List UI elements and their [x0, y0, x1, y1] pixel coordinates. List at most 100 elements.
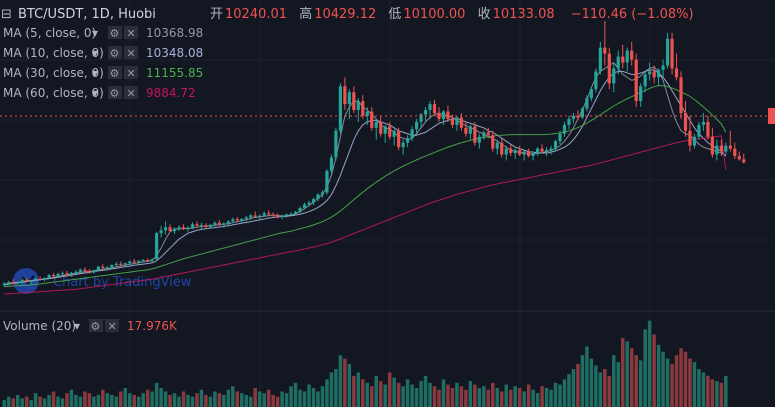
indicator-settings-button[interactable]: ⚙ [108, 66, 122, 80]
volume-bar [15, 394, 20, 407]
volume-bar [535, 393, 540, 407]
candle-body [432, 104, 437, 113]
volume-bar [724, 375, 728, 407]
candle-body [728, 145, 732, 149]
indicator-remove-button[interactable]: ✕ [124, 86, 138, 100]
indicator-dropdown-icon[interactable]: ▾ [92, 46, 98, 60]
indicator-remove-button[interactable]: ✕ [124, 46, 138, 60]
candle-body [549, 148, 553, 151]
close-icon: ✕ [127, 87, 136, 100]
candle-body [56, 273, 60, 277]
indicator-settings-button[interactable]: ⚙ [108, 86, 122, 100]
indicator-remove-button[interactable]: ✕ [124, 66, 138, 80]
indicator-dropdown-icon[interactable]: ▾ [92, 86, 98, 100]
candle [186, 226, 190, 232]
volume-bar [150, 391, 154, 407]
candle-body [455, 117, 459, 125]
candle [195, 221, 199, 228]
volume-bar [486, 389, 491, 407]
candle [47, 273, 51, 280]
candle [222, 222, 226, 228]
candle-body [495, 142, 499, 149]
volume-bar [441, 379, 446, 407]
close-icon: ✕ [108, 320, 117, 333]
candle-body [482, 132, 486, 137]
candle [74, 270, 78, 275]
candle-body [630, 50, 634, 60]
open-label: 开 [210, 7, 223, 22]
candle-body [522, 151, 526, 155]
volume-remove-button[interactable]: ✕ [105, 319, 119, 333]
volume-bar [665, 358, 670, 407]
candle-body [397, 130, 401, 148]
volume-bar [562, 379, 567, 407]
indicator-settings-button[interactable]: ⚙ [108, 26, 122, 40]
volume-bar [715, 381, 719, 407]
volume-bar [343, 358, 347, 407]
candle [38, 276, 42, 281]
candle [657, 68, 661, 87]
candle-body [643, 74, 647, 87]
candle-body [379, 121, 383, 134]
volume-bar [656, 344, 661, 407]
candle [141, 259, 145, 263]
volume-bar [405, 379, 410, 407]
ma-line-2 [4, 69, 727, 286]
volume-bar [266, 389, 271, 407]
volume-bar [6, 396, 11, 407]
high-label: 高 [299, 6, 312, 22]
candle-body [683, 112, 688, 131]
volume-bar [674, 355, 679, 407]
candle-body [724, 145, 728, 152]
volume-bar [119, 391, 123, 407]
volume-settings-button[interactable]: ⚙ [89, 319, 103, 333]
candle [392, 129, 396, 146]
candle-body [388, 126, 392, 137]
candle-body [634, 59, 638, 102]
volume-bar [60, 398, 65, 407]
volume-bar [222, 394, 226, 407]
candle [34, 277, 38, 283]
candle-body [706, 121, 710, 137]
volume-bar [482, 386, 486, 407]
volume-bar [271, 394, 275, 407]
indicator-dropdown-icon[interactable]: ▾ [92, 66, 98, 80]
volume-bar [311, 388, 316, 407]
volume-bar [257, 391, 262, 407]
candle-body [589, 89, 593, 99]
candle [150, 258, 154, 262]
volume-bar [455, 382, 459, 407]
price-scale-tag [768, 108, 775, 124]
candle-body [374, 121, 378, 128]
candle-body [289, 213, 293, 215]
volume-bar [598, 372, 603, 407]
candle-body [518, 150, 522, 155]
candle [724, 142, 728, 155]
indicator-remove-button[interactable]: ✕ [124, 26, 138, 40]
indicator-dropdown-icon[interactable]: ▾ [92, 26, 98, 40]
volume-bar [244, 394, 248, 407]
indicator-settings-button[interactable]: ⚙ [108, 46, 122, 60]
indicator-row: MA (30, close, 0)▾ ⚙ ✕ 11155.85 [3, 66, 203, 80]
candle-body [96, 266, 100, 271]
volume-dropdown-icon[interactable]: ▾ [74, 319, 80, 333]
open-value: 10240.01 [225, 7, 287, 22]
symbol-title: BTC/USDT, 1D, Huobi [18, 7, 156, 22]
candle [580, 107, 584, 119]
indicator-label: MA (5, close, 0) [3, 26, 96, 40]
candle-body [558, 133, 562, 142]
candle [20, 278, 24, 284]
candle [253, 211, 257, 218]
candle-body [562, 124, 567, 134]
volume-bar [208, 396, 213, 407]
candle [701, 112, 706, 131]
candle-body [195, 224, 199, 226]
candle [616, 50, 620, 75]
volume-bar [571, 369, 576, 407]
candle-body [231, 219, 235, 222]
tradingview-watermark[interactable]: Chart by TradingView [13, 268, 192, 294]
collapse-legend-icon[interactable]: ⊟ [1, 7, 12, 22]
